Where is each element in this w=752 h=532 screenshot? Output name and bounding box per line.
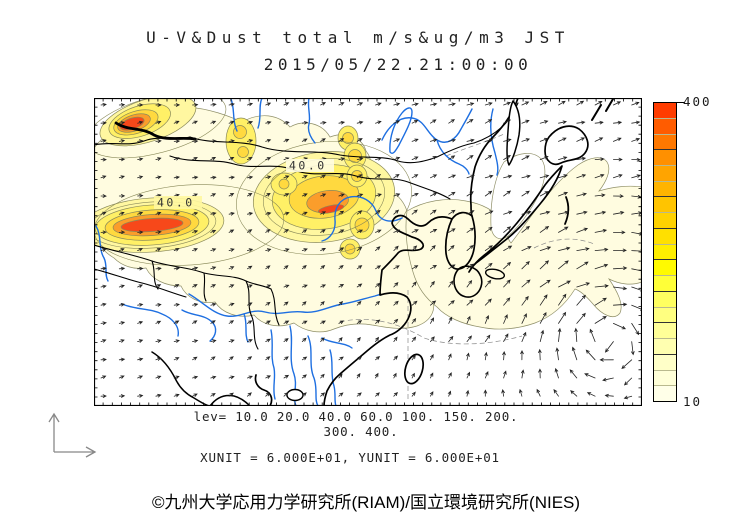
colorbar-segment (654, 149, 676, 165)
contour-levels-line1: lev= 10.0 20.0 40.0 60.0 100. 150. 200. (193, 409, 519, 424)
colorbar-segment (654, 338, 676, 354)
shikoku (484, 268, 506, 280)
colorbar-segment (654, 385, 676, 401)
contour-label-chip (286, 159, 334, 172)
dust-map: 40.0 40.0 (94, 98, 642, 406)
honshu (468, 165, 563, 273)
colorbar-segment (654, 369, 676, 386)
colorbar-segment (654, 306, 676, 323)
coastline-mainland (151, 98, 519, 406)
india-coast (151, 351, 251, 406)
yellow-river (321, 195, 403, 242)
colorbar-segment (654, 290, 676, 307)
northwest-hotspot (99, 98, 197, 147)
colorbar-segment (654, 103, 676, 118)
contour-label-chip (154, 196, 202, 209)
colorbar-segment (654, 196, 676, 213)
east-flank-cores (225, 117, 375, 260)
frame-ticks (94, 98, 642, 406)
colorbar (653, 102, 677, 402)
colorbar-segment (654, 164, 676, 181)
plot-title: U-V&Dust total m/s&ug/m3 JST (146, 28, 570, 47)
taiwan-island (403, 353, 425, 385)
colorbar-max-tick (677, 102, 685, 103)
plot-timestamp: 2015/05/22.21:00:00 (263, 55, 533, 74)
japan-islands (453, 125, 589, 298)
mountain-range-line (114, 121, 197, 141)
hokkaido (544, 125, 589, 166)
kyushu (453, 265, 483, 298)
colorbar-segment (654, 133, 676, 150)
colorbar-min-label: 10 (683, 394, 703, 409)
y-axis-arrow (48, 412, 60, 452)
colorbar-segment (654, 117, 676, 134)
hainan-island (286, 388, 304, 402)
dust-hotspot-rings (94, 98, 396, 260)
taklamakan-hotspot (94, 197, 225, 253)
x-axis-arrow (54, 446, 97, 458)
map-panel: 40.0 40.0 (94, 98, 642, 406)
colorbar-segment (654, 275, 676, 291)
yangtze-river (188, 293, 382, 317)
colorbar-segment (654, 227, 676, 244)
colorbar-segment (654, 353, 676, 370)
contour-label-group: 40.0 40.0 (154, 159, 334, 210)
wind-vector-field (100, 100, 642, 400)
colorbar-max-label: 400 (683, 94, 712, 109)
credit-line: ©九州大学応用力学研究所(RIAM)/国立環境研究所(NIES) (151, 493, 581, 512)
colorbar-segment (654, 243, 676, 260)
colorbar-segment (654, 259, 676, 276)
kuril-islands (591, 98, 614, 121)
vector-units-line: XUNIT = 6.000E+01, YUNIT = 6.000E+01 (200, 450, 500, 465)
coastlines-borders (94, 98, 614, 406)
axes-indicator (48, 412, 97, 458)
colorbar-segment (654, 212, 676, 228)
contour-label-40-west: 40.0 (157, 196, 195, 210)
colorbar-segment (654, 180, 676, 197)
contour-label-40-east: 40.0 (289, 159, 327, 173)
contour-levels-line2: 300. 400. (323, 424, 399, 439)
colorbar-segment (654, 322, 676, 339)
